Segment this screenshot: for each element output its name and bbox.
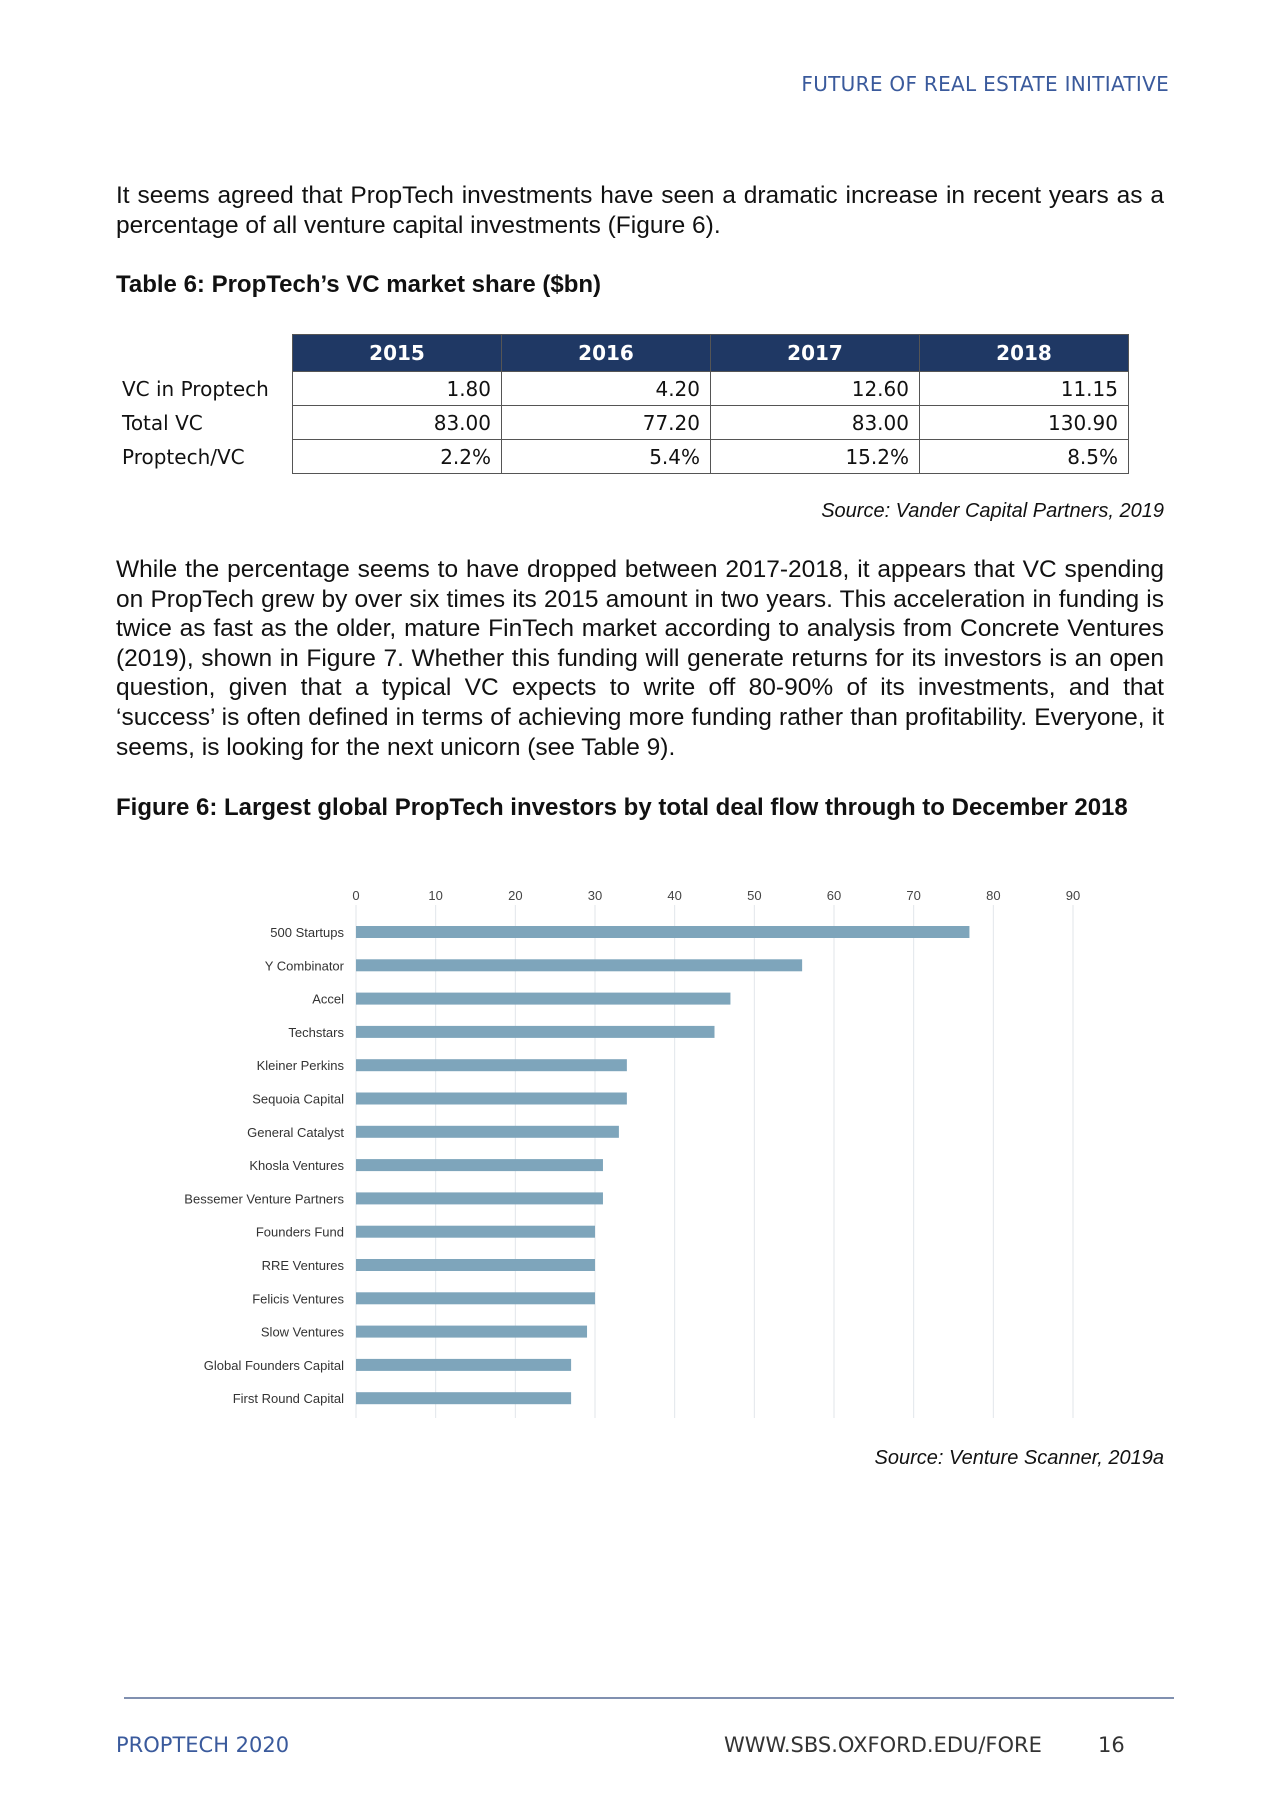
bar [356, 1358, 572, 1371]
bar [356, 1292, 595, 1305]
category-label: Y Combinator [265, 958, 345, 973]
column-header: 2017 [710, 334, 920, 372]
bar [356, 926, 970, 938]
footer-divider [124, 1697, 1174, 1699]
category-label: RRE Ventures [262, 1258, 345, 1273]
figure-source: Source: Venture Scanner, 2019a [874, 1447, 1164, 1469]
column-header: 2015 [292, 334, 502, 372]
table-cell: 4.20 [501, 371, 711, 406]
table-cell: 2.2% [292, 439, 502, 474]
category-label: General Catalyst [247, 1125, 344, 1140]
x-tick-label: 50 [747, 888, 761, 903]
category-label: Felicis Ventures [252, 1291, 344, 1306]
table-cell: 12.60 [710, 371, 920, 406]
table-row: Proptech/VC 2.2% 5.4% 15.2% 8.5% [116, 439, 1129, 474]
intro-paragraph: It seems agreed that PropTech investment… [116, 182, 1164, 239]
table-cell: 77.20 [501, 405, 711, 440]
running-header: FUTURE OF REAL ESTATE INITIATIVE [801, 72, 1169, 96]
category-label: Accel [312, 992, 344, 1007]
x-tick-label: 90 [1066, 888, 1080, 903]
bar [356, 1125, 619, 1138]
category-label: Sequoia Capital [252, 1092, 344, 1107]
category-label: 500 Startups [270, 925, 344, 940]
category-label: Founders Fund [256, 1225, 344, 1240]
table-title: Table 6: PropTech’s VC market share ($bn… [116, 271, 602, 298]
body-paragraph: While the percentage seems to have dropp… [116, 556, 1164, 761]
column-header: 2018 [919, 334, 1129, 372]
empty-corner [116, 335, 293, 372]
bar [356, 992, 731, 1005]
x-tick-label: 70 [906, 888, 920, 903]
category-label: Techstars [288, 1025, 344, 1040]
category-label: Bessemer Venture Partners [184, 1191, 344, 1206]
footer-left: PROPTECH 2020 [116, 1733, 290, 1757]
x-tick-label: 0 [352, 888, 359, 903]
table-cell: 130.90 [919, 405, 1129, 440]
table-cell: 11.15 [919, 371, 1129, 406]
x-tick-label: 10 [428, 888, 442, 903]
table-cell: 83.00 [292, 405, 502, 440]
investors-bar-chart: 0 10 20 30 40 50 60 70 80 90 500 Startups Y Combina… [184, 888, 1080, 1418]
bar [356, 1159, 603, 1172]
column-header: 2016 [501, 334, 711, 372]
x-tick-label: 20 [508, 888, 522, 903]
bar [356, 1325, 588, 1338]
bar [356, 959, 803, 972]
category-label: Slow Ventures [261, 1325, 345, 1340]
row-label: VC in Proptech [122, 376, 269, 401]
x-tick-label: 80 [986, 888, 1000, 903]
x-tick-label: 60 [827, 888, 841, 903]
figure-title: Figure 6: Largest global PropTech invest… [116, 794, 1128, 821]
category-label: Kleiner Perkins [257, 1058, 345, 1073]
table-source: Source: Vander Capital Partners, 2019 [821, 500, 1164, 522]
row-label: Proptech/VC [122, 444, 245, 469]
x-tick-label: 40 [667, 888, 681, 903]
table-row: VC in Proptech 1.80 4.20 12.60 11.15 [116, 371, 1129, 406]
vc-market-share-table: 2015 2016 2017 2018 VC in Proptech 1.80 4.… [116, 334, 1129, 474]
footer-url[interactable]: WWW.SBS.OXFORD.EDU/FORE [724, 1733, 1042, 1757]
bar [356, 1225, 595, 1238]
table-cell: 15.2% [710, 439, 920, 474]
category-label: Khosla Ventures [249, 1158, 344, 1173]
category-label: First Round Capital [233, 1391, 344, 1406]
bar [356, 1059, 627, 1072]
row-label: Total VC [122, 410, 203, 435]
table-cell: 8.5% [919, 439, 1129, 474]
bar [356, 1392, 572, 1405]
table-cell: 5.4% [501, 439, 711, 474]
bar [356, 1259, 595, 1271]
bar [356, 1092, 627, 1105]
bar [356, 1025, 715, 1038]
bar [356, 1192, 603, 1205]
table-row: Total VC 83.00 77.20 83.00 130.90 [116, 405, 1129, 440]
table-cell: 1.80 [292, 371, 502, 406]
page-number: 16 [1098, 1733, 1125, 1757]
x-tick-label: 30 [588, 888, 602, 903]
category-label: Global Founders Capital [204, 1358, 344, 1373]
table-cell: 83.00 [710, 405, 920, 440]
